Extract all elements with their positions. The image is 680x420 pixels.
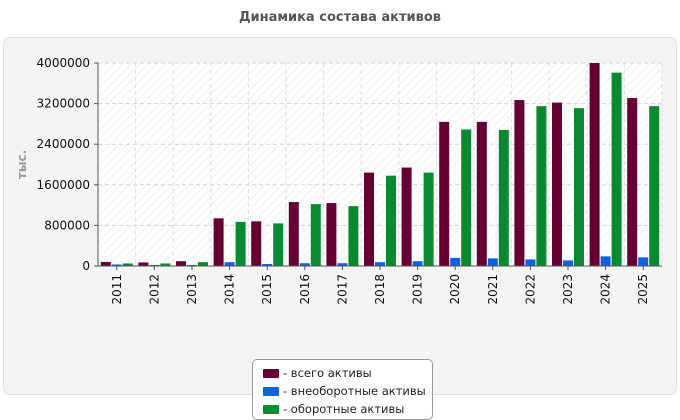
bar-3-2018 — [386, 175, 396, 266]
x-tick-label: 2018 — [373, 274, 387, 305]
x-tick-label: 2020 — [448, 274, 462, 305]
x-tick-label: 2011 — [110, 274, 124, 305]
chart-legend: - всего активы - внеоборотные активы - обо… — [252, 359, 433, 420]
legend-label: - внеоборотные активы — [283, 384, 426, 398]
legend-item: - оборотные активы — [263, 400, 432, 418]
bar-1-2025 — [627, 98, 638, 266]
bar-1-2016 — [288, 202, 299, 266]
legend-label: - оборотные активы — [283, 402, 405, 416]
bar-1-2015 — [251, 221, 262, 266]
bar-1-2012 — [138, 262, 149, 266]
x-tick-label: 2019 — [411, 274, 425, 305]
chart-plot: 0 800000 1600000 2400000 3200000 4000000 2011 2… — [15, 56, 663, 305]
bar-3-2022 — [536, 106, 547, 266]
y-tick-label: 1600000 — [37, 178, 90, 192]
legend-item: - внеоборотные активы — [263, 382, 432, 400]
x-tick-label: 2024 — [599, 274, 613, 305]
bar-1-2020 — [439, 121, 450, 267]
bar-2-2016 — [299, 263, 310, 266]
bar-3-2017 — [348, 206, 359, 266]
chart-panel: 0 800000 1600000 2400000 3200000 4000000 2011 2… — [3, 37, 677, 420]
x-tick-label: 2013 — [185, 274, 199, 305]
x-tick-label: 2015 — [260, 274, 274, 305]
bar-1-2021 — [476, 121, 487, 267]
bar-1-2018 — [364, 172, 374, 266]
chart-title: Динамика состава активов — [238, 10, 442, 25]
bar-1-2024 — [589, 63, 600, 266]
x-tick-label: 2025 — [636, 274, 650, 305]
legend-label: - всего активы — [283, 366, 372, 380]
bar-3-2014 — [235, 221, 246, 266]
legend-swatch — [263, 386, 279, 396]
x-tick-label: 2023 — [561, 274, 575, 305]
legend-swatch — [263, 368, 279, 378]
legend-item: - всего активы — [263, 364, 432, 382]
bar-3-2019 — [423, 172, 434, 266]
bar-3-2016 — [310, 204, 321, 266]
bar-2-2013 — [187, 264, 197, 266]
y-tick-label: 0 — [82, 259, 90, 273]
bar-3-2021 — [498, 129, 509, 266]
bar-1-2013 — [176, 261, 186, 266]
plot-area — [98, 63, 662, 266]
bar-2-2018 — [375, 262, 385, 266]
bar-3-2024 — [611, 72, 622, 266]
bar-2-2015 — [262, 263, 273, 266]
x-tick-label: 2021 — [486, 274, 500, 305]
bar-3-2020 — [461, 129, 472, 266]
bar-3-2011 — [122, 263, 133, 266]
bar-2-2019 — [412, 261, 423, 266]
bar-2-2011 — [111, 264, 122, 266]
y-tick-label: 4000000 — [37, 56, 90, 70]
bar-2-2024 — [600, 256, 611, 266]
bar-1-2011 — [100, 261, 111, 266]
bar-2-2025 — [638, 257, 649, 266]
bar-1-2022 — [514, 100, 525, 266]
x-tick-label: 2014 — [223, 274, 237, 305]
y-axis-label: тыс. — [15, 150, 29, 179]
bar-1-2023 — [552, 102, 562, 267]
bar-3-2012 — [160, 263, 171, 266]
y-tick-label: 3200000 — [37, 97, 90, 111]
bar-2-2014 — [224, 262, 235, 266]
y-tick-label: 800000 — [44, 218, 90, 232]
bar-2-2012 — [149, 264, 160, 266]
bar-1-2019 — [401, 167, 412, 266]
bar-3-2023 — [574, 108, 584, 266]
bar-1-2014 — [213, 218, 224, 266]
x-tick-label: 2022 — [523, 274, 537, 305]
bar-2-2022 — [525, 259, 536, 266]
x-tick-label: 2012 — [147, 274, 161, 305]
x-tick-label: 2016 — [298, 274, 312, 305]
bar-2-2023 — [563, 260, 573, 266]
y-tick-label: 2400000 — [37, 137, 90, 151]
bar-2-2017 — [337, 263, 348, 266]
bar-2-2020 — [450, 257, 461, 266]
bar-2-2021 — [487, 258, 498, 266]
bar-3-2013 — [198, 262, 208, 266]
bar-3-2015 — [273, 223, 284, 266]
x-tick-label: 2017 — [335, 274, 349, 305]
legend-swatch — [263, 404, 279, 414]
bar-3-2025 — [649, 106, 660, 266]
bar-1-2017 — [326, 203, 337, 266]
